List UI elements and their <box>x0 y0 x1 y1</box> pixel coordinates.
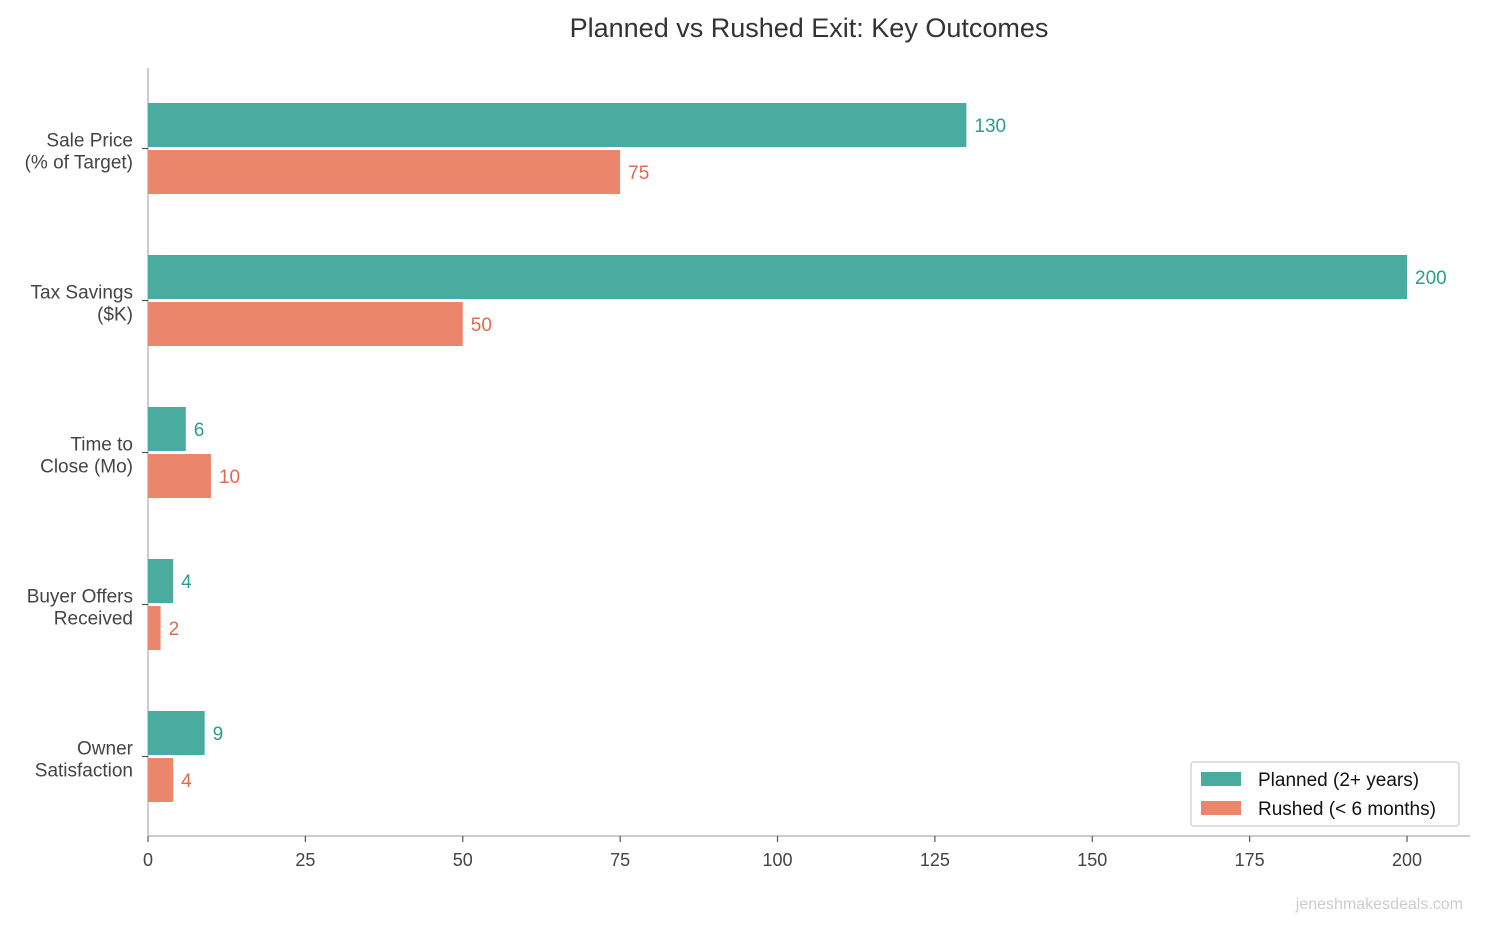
legend-label: Planned (2+ years) <box>1258 770 1419 791</box>
chart-title: Planned vs Rushed Exit: Key Outcomes <box>570 13 1049 43</box>
data-label: 130 <box>974 116 1006 137</box>
x-tick-label: 200 <box>1392 850 1422 870</box>
data-label: 2 <box>169 619 180 640</box>
category-label-line: (% of Target) <box>25 153 133 174</box>
legend: Planned (2+ years) Rushed (< 6 months) <box>1190 761 1460 827</box>
bar-planned <box>148 255 1408 299</box>
category-label-line: Satisfaction <box>35 761 133 782</box>
bar-planned <box>148 407 186 451</box>
data-label: 4 <box>181 572 192 593</box>
category-label: Buyer Offers Received <box>27 587 133 630</box>
bar-rushed <box>148 454 211 498</box>
data-label: 4 <box>181 771 192 792</box>
legend-swatch <box>1201 801 1241 815</box>
category-label-line: Owner <box>77 739 134 760</box>
bar-rushed <box>148 302 463 346</box>
bar-planned <box>148 711 205 755</box>
bar-planned <box>148 559 174 603</box>
data-label: 50 <box>471 315 492 336</box>
x-tick-label: 125 <box>920 850 950 870</box>
category-label-line: Close (Mo) <box>40 457 133 478</box>
category-label: Tax Savings ($K) <box>31 283 133 326</box>
category-label-line: Buyer Offers <box>27 587 133 608</box>
x-tick-label: 100 <box>763 850 793 870</box>
bar-rushed <box>148 758 174 802</box>
x-tick-label: 150 <box>1077 850 1107 870</box>
category-label-line: Tax Savings <box>31 283 133 304</box>
legend-box <box>1190 761 1460 827</box>
category-label: Sale Price (% of Target) <box>25 131 133 174</box>
x-tick-label: 175 <box>1235 850 1265 870</box>
category-label-line: Sale Price <box>46 131 133 152</box>
data-label: 200 <box>1415 268 1447 289</box>
data-label: 9 <box>213 724 224 745</box>
category-label-line: ($K) <box>97 305 133 326</box>
x-tick-label: 75 <box>610 850 630 870</box>
bar-rushed <box>148 606 161 650</box>
plot-area: 0 25 50 75 100 125 150 175 200 Sale Price (% of Ta… <box>25 68 1470 870</box>
category-label-line: Time to <box>70 435 133 456</box>
legend-swatch <box>1201 772 1241 786</box>
data-label: 10 <box>219 467 240 488</box>
category-label-line: Received <box>54 609 133 630</box>
x-tick-label: 50 <box>453 850 473 870</box>
legend-label: Rushed (< 6 months) <box>1258 799 1436 820</box>
data-label: 6 <box>194 420 205 441</box>
x-tick-label: 0 <box>143 850 153 870</box>
watermark: jeneshmakesdeals.com <box>1295 896 1463 913</box>
data-label: 75 <box>628 163 649 184</box>
category-label: Owner Satisfaction <box>35 739 134 782</box>
bar-planned <box>148 103 967 147</box>
x-tick-label: 25 <box>295 850 315 870</box>
category-label: Time to Close (Mo) <box>40 435 133 478</box>
bar-rushed <box>148 150 621 194</box>
